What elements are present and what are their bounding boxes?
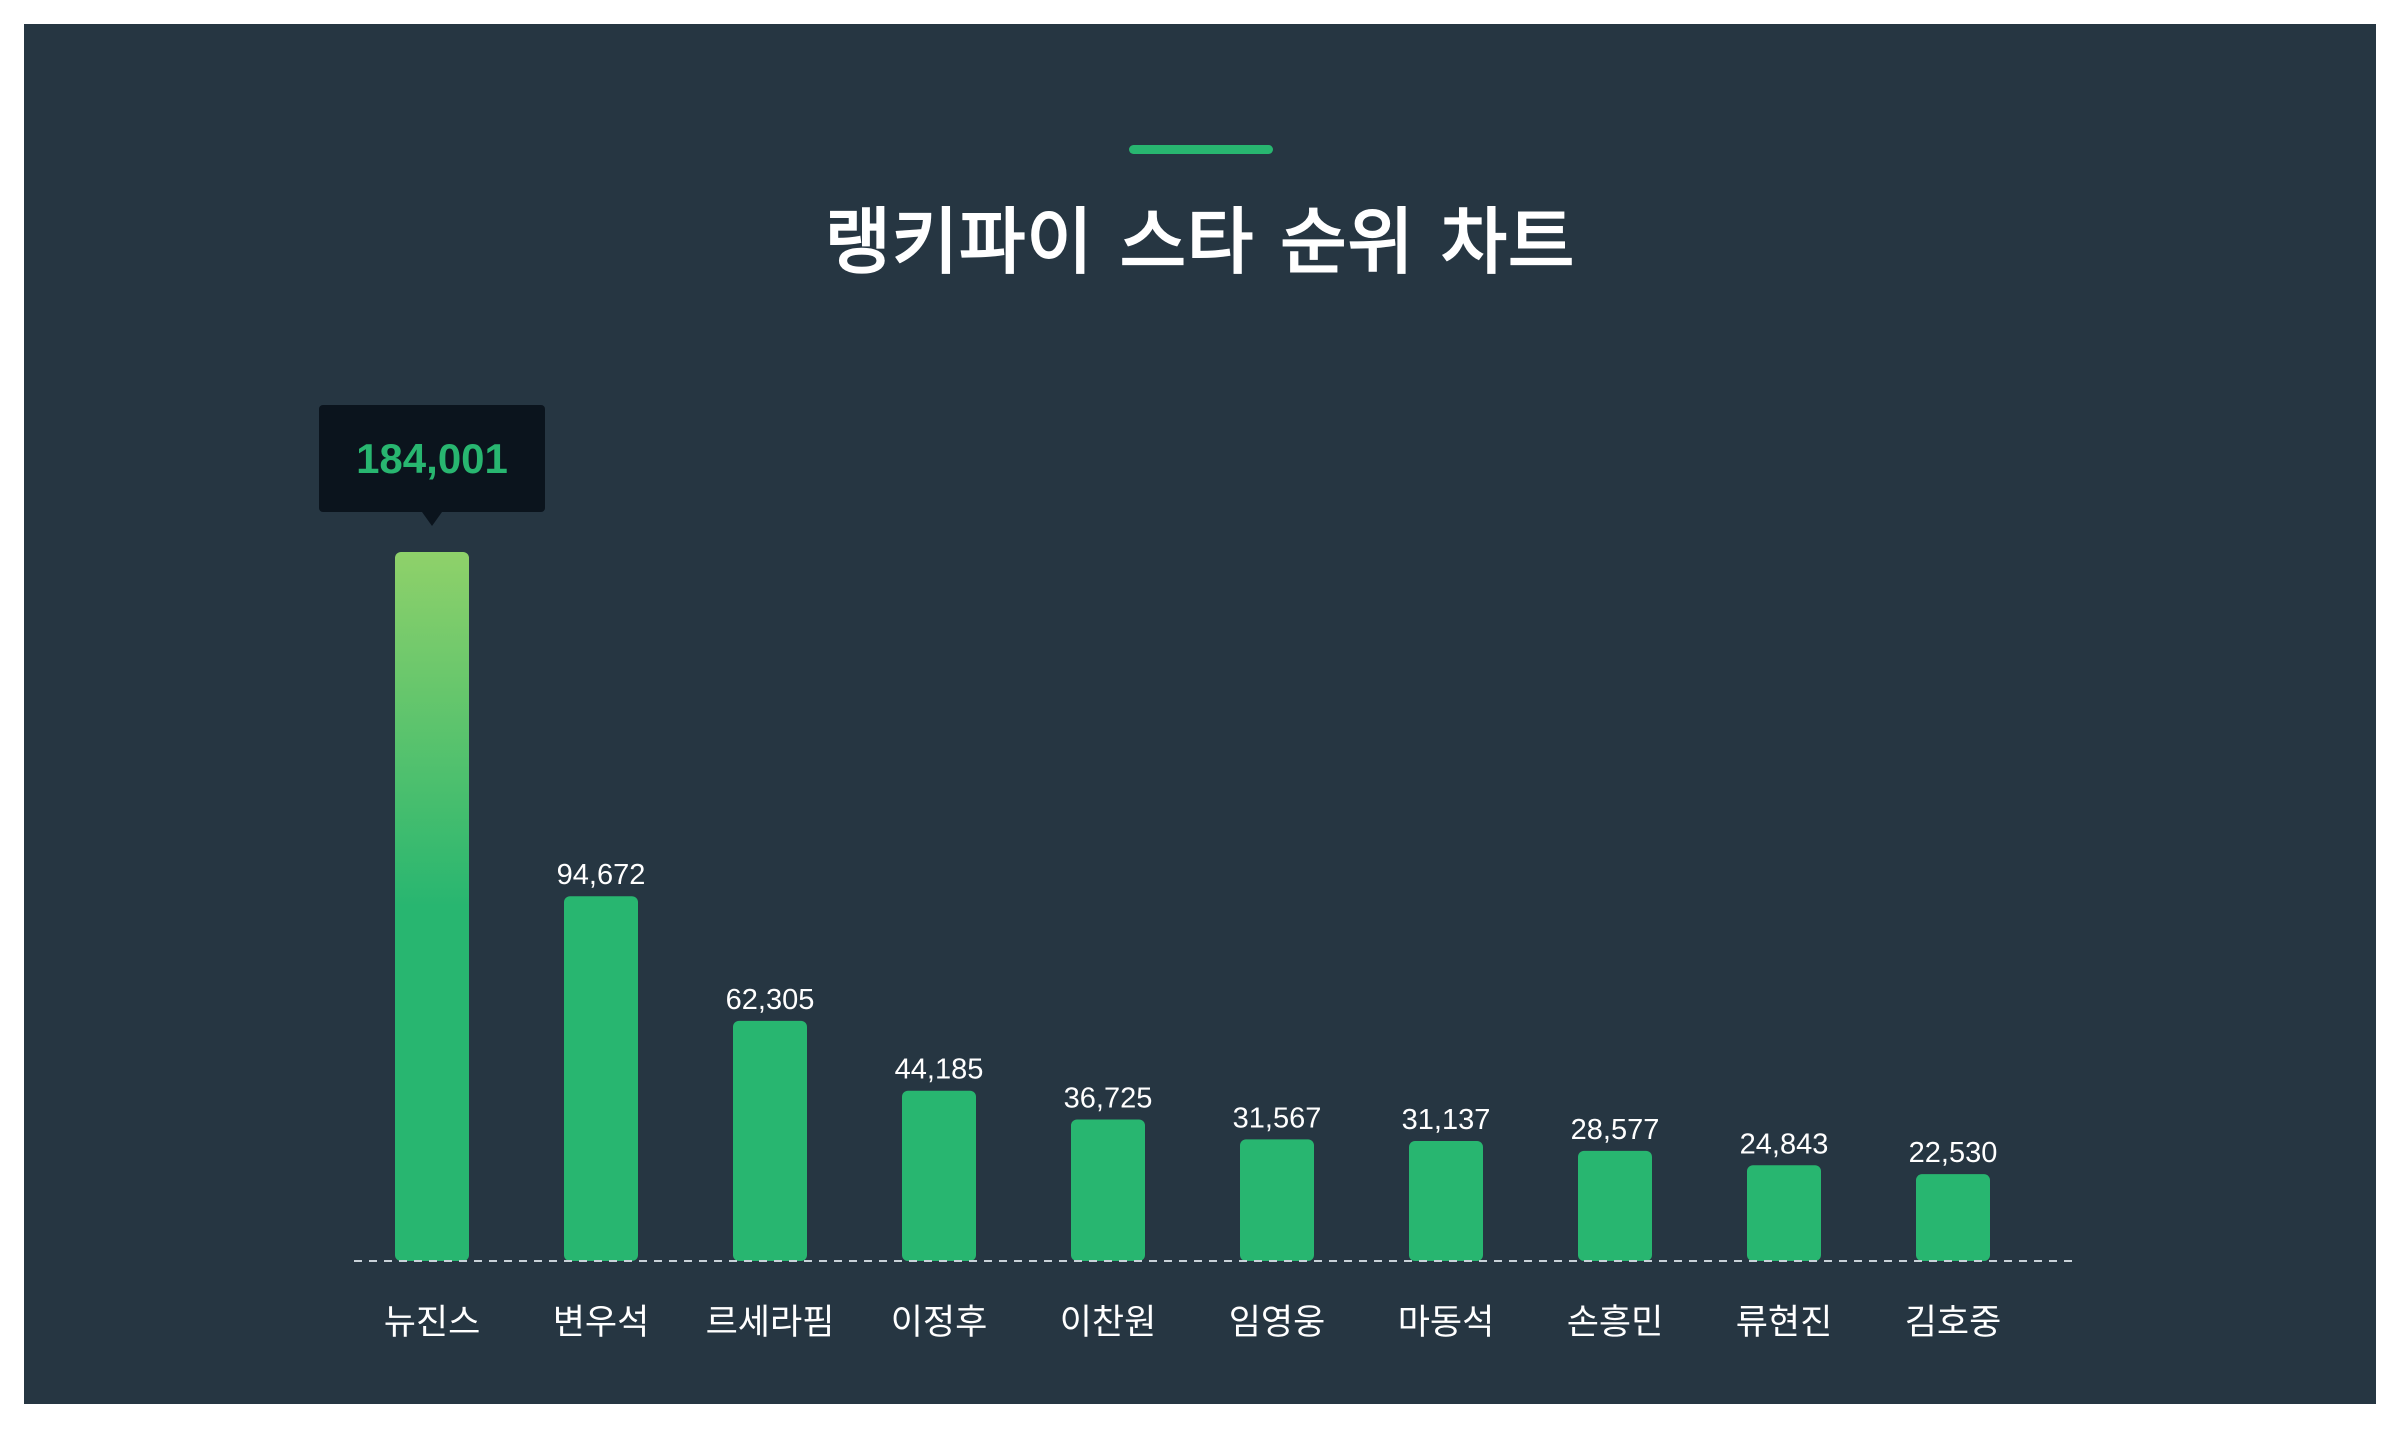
value-labels-group: 94,672 62,305 44,185 36,725 31,567 31,137 28,5…	[557, 859, 1998, 1169]
category-label-10: 김호중	[1905, 1303, 2002, 1343]
top-value-tooltip: 184,001	[319, 405, 545, 526]
category-label-9: 류현진	[1736, 1303, 1833, 1343]
bar-8	[1578, 1150, 1652, 1261]
bars-group	[395, 552, 1990, 1261]
value-label-6: 31,567	[1233, 1102, 1322, 1134]
bar-7	[1409, 1141, 1483, 1261]
bar-6	[1240, 1139, 1314, 1261]
tooltip-pointer	[422, 512, 442, 526]
category-label-4: 이정후	[891, 1303, 988, 1343]
title-accent-line	[1129, 145, 1273, 154]
bar-1	[395, 552, 469, 1261]
category-label-5: 이찬원	[1060, 1303, 1157, 1343]
bar-4	[902, 1090, 976, 1261]
bar-2	[564, 896, 638, 1261]
bar-3	[733, 1020, 807, 1261]
value-label-3: 62,305	[726, 984, 815, 1016]
value-label-9: 24,843	[1740, 1128, 1829, 1160]
category-label-6: 임영웅	[1229, 1303, 1326, 1343]
tooltip-value: 184,001	[356, 435, 508, 482]
category-label-3: 르세라핌	[706, 1303, 835, 1343]
category-labels-group: 뉴진스 변우석 르세라핌 이정후 이찬원 임영웅 마동석 손흥민 류현진 김호중	[384, 1303, 2002, 1343]
bar-10	[1916, 1174, 1990, 1261]
bar-9	[1747, 1165, 1821, 1261]
value-label-7: 31,137	[1402, 1104, 1491, 1136]
chart-title: 랭키파이 스타 순위 차트	[824, 200, 1576, 284]
value-label-8: 28,577	[1571, 1114, 1660, 1146]
value-label-4: 44,185	[895, 1054, 984, 1086]
bar-5	[1071, 1119, 1145, 1261]
tooltip-box	[319, 405, 545, 512]
value-label-10: 22,530	[1909, 1137, 1998, 1169]
value-label-5: 36,725	[1064, 1082, 1153, 1114]
category-label-2: 변우석	[553, 1303, 650, 1343]
category-label-7: 마동석	[1398, 1303, 1495, 1343]
value-label-2: 94,672	[557, 859, 646, 891]
category-label-1: 뉴진스	[384, 1303, 481, 1343]
chart-panel: 랭키파이 스타 순위 차트 94,672 62,305 44,185 36,725 31…	[24, 24, 2376, 1404]
category-label-8: 손흥민	[1567, 1303, 1664, 1343]
bar-chart: 94,672 62,305 44,185 36,725 31,567 31,137 28,5…	[319, 405, 2076, 1343]
